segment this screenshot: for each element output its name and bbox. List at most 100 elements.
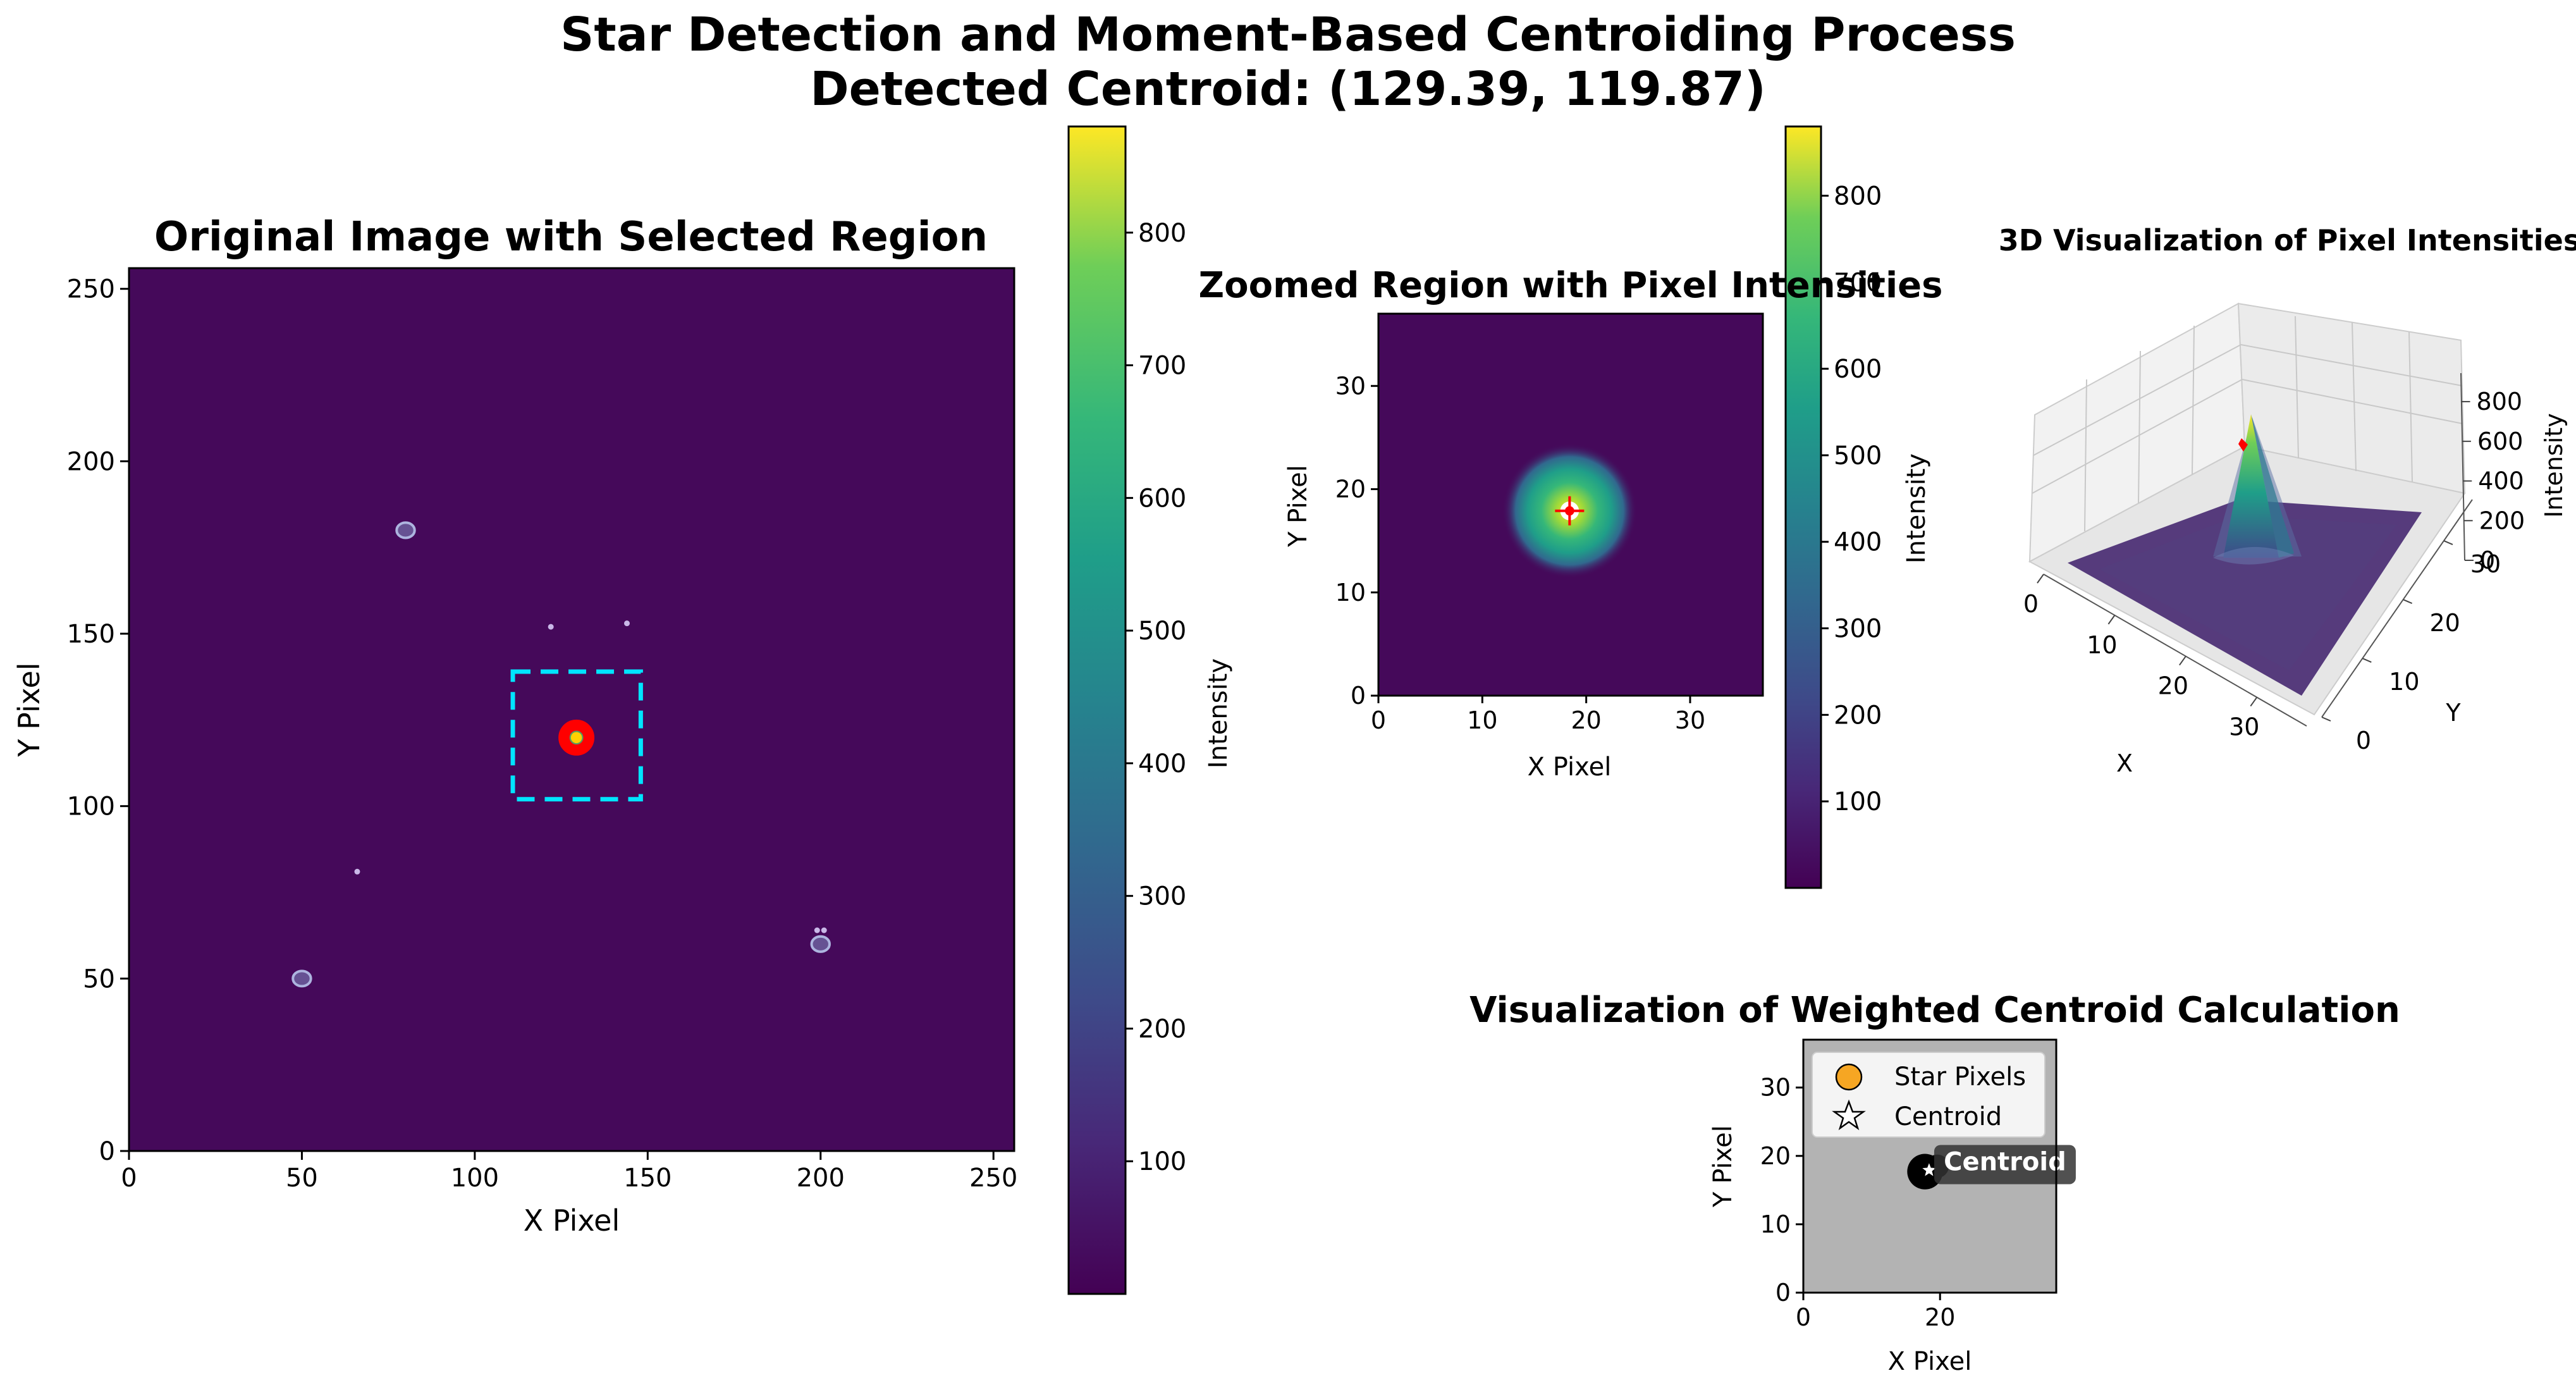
zoomed-colorbar-tick-label-3: 400 [1834,528,1882,557]
surface3d-x-axis [2043,574,2307,727]
surface3d-floor-highlight [2099,515,2396,670]
original-title: Original Image with Selected Region [154,214,988,261]
surface3d-grid [2032,316,2463,532]
weighted-title: Visualization of Weighted Centroid Calcu… [1469,990,2400,1031]
original-colorbar: 100 200 300 400 500 600 700 800 Intensity [1067,125,1233,1295]
surface3d-ztick-label-0: 0 [2480,546,2495,574]
surface3d-ylabel: Y [2445,699,2461,727]
weighted-ytick-label-0: 0 [1776,1279,1791,1307]
weighted-legend: Star Pixels Centroid [1812,1052,2045,1138]
zoomed-ytick-label-3: 30 [1335,372,1366,400]
surface3d-ztick-label-1: 200 [2479,507,2525,534]
zoomed-region-panel: 0 10 20 30 0 10 20 30 X Pixel Y Pixel [1284,312,1764,782]
weighted-centroid-panel: Visualization of Weighted Centroid Calcu… [1469,990,2400,1376]
zoomed-ytick-label-2: 20 [1335,476,1366,503]
surface3d-xtick-0 [2037,574,2044,584]
centroid-annotation-label: Centroid [1944,1147,2066,1176]
surface3d-zlabel: Intensity [2540,413,2568,517]
faint-star-2 [291,969,312,988]
zoomed-xtick-label-3: 30 [1675,706,1705,734]
surface3d-y-axis [2321,499,2473,718]
surface3d-peak-base [2213,546,2294,565]
original-ytick-label-2: 100 [67,792,115,822]
original-image-panel: Original Image with Selected Region 0 50 1… [12,214,1017,1238]
surface3d-xtick-label-1: 10 [2087,631,2117,659]
zoomed-colorbar-label: Intensity [1902,453,1931,563]
surface3d-ytick-label-3: 30 [2470,550,2501,578]
zoomed-xtick-label-2: 20 [1571,706,1601,734]
original-xlabel: X Pixel [524,1203,620,1238]
surface3d-peak [2223,414,2279,558]
weighted-xtick-label-0: 0 [1796,1303,1811,1331]
surface3d-peak-right-face [2251,414,2294,558]
surface3d-xtick-label-2: 20 [2158,672,2188,700]
original-ylabel: Y Pixel [12,662,46,757]
surface3d-xtick-2 [2179,656,2187,666]
zoomed-colorbar: 100 200 300 400 500 600 700 800 Intensity [1784,125,1931,889]
weighted-ytick-label-2: 20 [1760,1142,1791,1170]
original-colorbar-tick-label-5: 600 [1138,484,1186,513]
weighted-ylabel: Y Pixel [1708,1125,1738,1208]
zoomed-xlabel: X Pixel [1528,753,1612,782]
legend-star-pixels-icon [1835,1063,1863,1091]
original-colorbar-tick-label-6: 700 [1138,352,1186,381]
faint-point-1 [624,620,630,627]
surface3d-ytick-label-0: 0 [2356,727,2371,754]
weighted-ytick-label-1: 10 [1760,1210,1791,1238]
centroid-annotation-box [1934,1145,2076,1185]
faint-point-3 [814,927,820,933]
zoomed-colorbar-tick-label-4: 500 [1834,441,1882,471]
original-colorbar-gradient [1067,125,1127,1295]
original-colorbar-tick-label-7: 800 [1138,219,1186,248]
zoomed-xtick-label-0: 0 [1371,706,1386,734]
weighted-xtick-label-1: 20 [1925,1303,1955,1331]
original-ytick-label-1: 50 [83,964,115,994]
original-colorbar-tick-label-1: 200 [1138,1014,1186,1043]
original-image [129,268,1014,1151]
surface3d-ztick-label-4: 800 [2477,388,2523,415]
original-xtick-label-4: 200 [797,1164,845,1193]
original-ytick-label-4: 200 [67,447,115,476]
surface3d-xtick-label-0: 0 [2023,590,2039,618]
weighted-xlabel: X Pixel [1888,1347,1972,1376]
surface3d-xlabel: X [2116,749,2133,777]
weighted-ytick-label-3: 30 [1760,1074,1791,1102]
surface3d-xtick-3 [2250,697,2258,707]
surface3d-ytick-1 [2362,658,2372,663]
faint-point-0 [548,624,554,630]
zoomed-ytick-label-0: 0 [1351,682,1366,710]
zoomed-ylabel: Y Pixel [1284,465,1313,548]
original-xtick-label-2: 100 [451,1164,499,1193]
surface3d-title: 3D Visualization of Pixel Intensities [1999,223,2576,257]
original-xtick-label-0: 0 [121,1164,137,1193]
original-xtick-label-1: 50 [286,1164,318,1193]
figure-subtitle: Detected Centroid: (129.39, 119.87) [810,62,1766,116]
surface3d-centroid-marker [2238,438,2248,452]
surface3d-ytick-3 [2443,540,2453,546]
zoomed-xtick-label-1: 10 [1467,706,1497,734]
surface3d-z-axis [2460,372,2465,561]
legend-box [1812,1052,2045,1138]
original-xtick-label-3: 150 [623,1164,672,1193]
faint-point-2 [354,868,360,875]
original-colorbar-tick-label-0: 100 [1138,1147,1186,1176]
original-colorbar-tick-label-2: 300 [1138,882,1186,911]
original-ytick-label-3: 150 [67,620,115,649]
original-ytick-label-5: 250 [67,275,115,304]
surface3d-xtick-1 [2107,615,2116,625]
zoomed-colorbar-tick-label-2: 300 [1834,615,1882,644]
figure-title: Star Detection and Moment-Based Centroid… [560,8,2016,62]
original-ytick-label-0: 0 [99,1137,115,1166]
original-colorbar-label: Intensity [1204,658,1233,768]
zoomed-ytick-label-1: 10 [1335,579,1366,606]
zoomed-title: Zoomed Region with Pixel Intensities [1199,265,1943,306]
original-axes-frame [128,267,1015,1152]
surface3d-ztick-label-2: 400 [2478,467,2524,495]
original-colorbar-tick-label-4: 500 [1138,617,1186,646]
surface3d-ytick-2 [2403,599,2413,604]
zoomed-colorbar-tick-label-7: 800 [1834,182,1882,211]
zoomed-colorbar-gradient [1784,125,1822,889]
zoomed-colorbar-tick-label-1: 200 [1834,701,1882,730]
